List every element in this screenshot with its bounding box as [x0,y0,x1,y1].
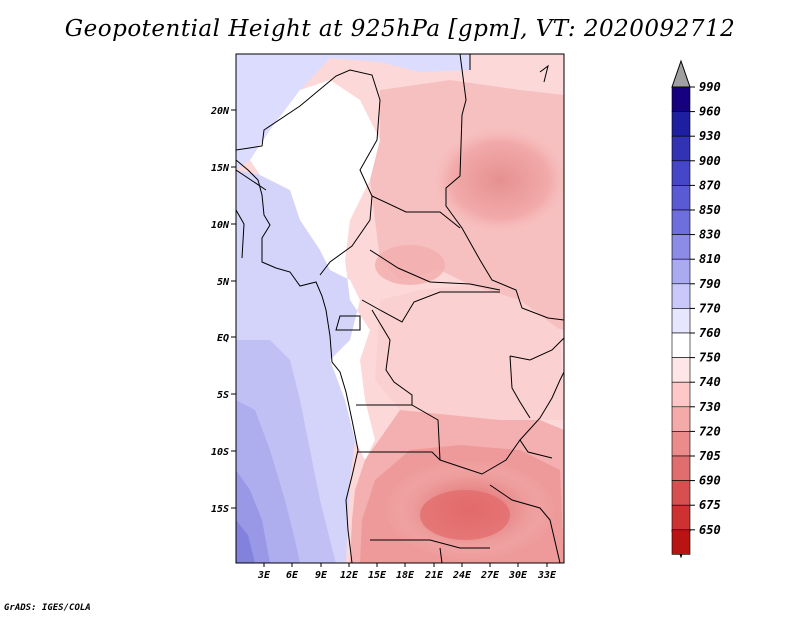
lon-label: 3E [257,570,271,581]
colorbar-top-arrow [671,59,691,88]
colorbar-swatch [671,406,691,432]
colorbar-label: 770 [699,301,721,315]
colorbar-label: 990 [699,80,721,94]
lat-label: EQ [217,333,229,344]
colorbar-label: 850 [699,203,721,217]
colorbar-swatch [671,455,691,481]
colorbar-swatch [671,431,691,457]
colorbar-label: 930 [699,129,721,143]
country-borders [236,54,564,563]
map-frame [235,53,565,564]
lon-label: 27E [480,570,500,581]
colorbar-label: 690 [699,474,721,488]
colorbar-label: 750 [699,351,721,365]
colorbar-swatch [671,529,691,555]
colorbar-swatch [671,185,691,211]
lon-label: 6E [286,570,299,581]
chart-title: Geopotential Height at 925hPa [gpm], VT:… [64,16,736,42]
colorbar-swatch [671,258,691,285]
colorbar-swatch [671,357,691,383]
lon-label: 30E [508,570,528,581]
colorbar-label: 960 [699,105,721,119]
lon-label: 21E [424,570,444,581]
colorbar-swatch [671,504,691,531]
lat-label: 5N [217,277,230,288]
colorbar-swatch [671,332,691,358]
colorbar-label: 705 [699,449,721,463]
colorbar-label: 730 [699,400,721,414]
height-field [236,54,564,563]
colorbar-swatch [671,111,691,137]
colorbar-swatch [671,381,691,408]
colorbar-label: 830 [699,228,721,242]
lon-label: 24E [452,570,472,581]
lat-label: 15N [211,163,230,174]
colorbar-swatch [671,209,691,235]
colorbar-label: 790 [699,277,721,291]
colorbar-label: 675 [699,498,721,512]
colorbar-swatch [671,86,691,112]
lat-label: 20N [210,106,230,117]
colorbar-swatch [671,234,691,260]
colorbar-label: 740 [699,375,721,389]
lon-label: 18E [396,570,415,581]
colorbar-label: 650 [699,523,721,537]
colorbar-label: 760 [699,326,721,340]
lat-label: 10S [211,447,229,458]
grads-credit: GrADS: IGES/COLA [4,603,91,613]
lon-label: 33E [537,570,557,581]
colorbar-swatch [671,160,691,186]
longitude-axis: 3E 6E 9E 12E 15E 18E 21E 24E 27E 30E 33E [257,563,557,581]
colorbar-label: 720 [699,424,721,438]
lon-label: 9E [315,570,328,581]
lon-label: 15E [368,570,387,581]
colorbar-label: 810 [699,252,721,266]
colorbar-label: 900 [699,154,721,168]
lat-label: 15S [211,504,229,515]
colorbar-swatch [671,283,691,309]
colorbar-swatch [671,480,691,506]
lon-label: 12E [340,570,359,581]
colorbar-swatch [671,135,691,162]
colorbar-label: 870 [699,178,721,192]
colorbar-swatch [671,308,691,334]
latitude-axis: 20N 15N 10N 5N EQ 5S 10S 15S [210,106,236,515]
colorbar: 990 960 930 900 870 850 830 810 790 770 760 750 740 7… [671,59,721,559]
lat-label: 10N [211,220,230,231]
lat-label: 5S [217,390,229,401]
